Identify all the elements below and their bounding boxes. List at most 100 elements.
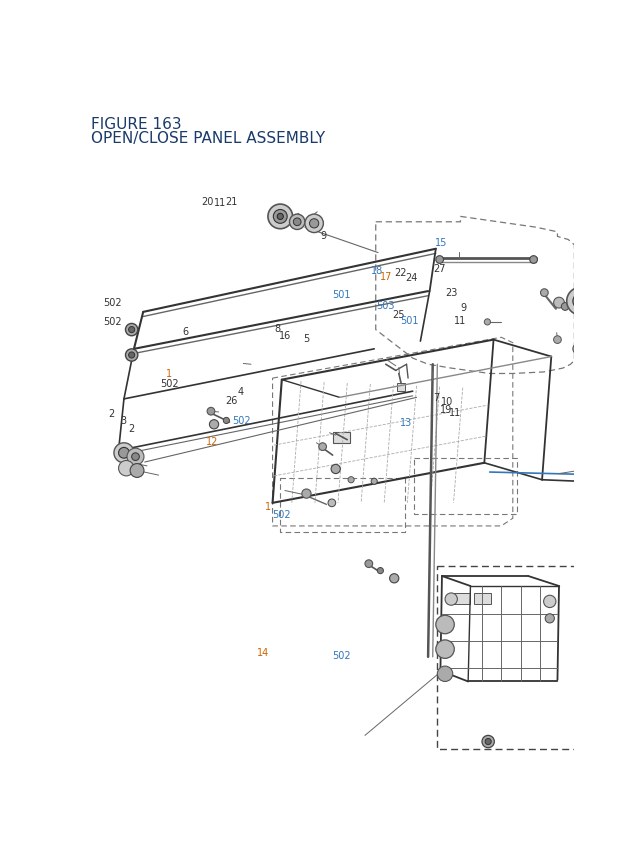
Text: 14: 14 bbox=[257, 647, 269, 657]
Text: 25: 25 bbox=[393, 309, 405, 319]
Circle shape bbox=[484, 319, 490, 325]
Circle shape bbox=[577, 299, 584, 305]
Bar bbox=[333, 432, 349, 443]
Circle shape bbox=[348, 477, 354, 483]
Bar bbox=[397, 384, 405, 392]
Text: 9: 9 bbox=[320, 231, 326, 241]
Text: 6: 6 bbox=[182, 327, 188, 337]
Circle shape bbox=[365, 561, 372, 568]
Circle shape bbox=[445, 593, 458, 605]
Text: 18: 18 bbox=[371, 265, 383, 276]
Text: 24: 24 bbox=[406, 273, 418, 282]
Circle shape bbox=[118, 461, 134, 476]
Text: 1: 1 bbox=[166, 369, 172, 379]
Circle shape bbox=[573, 294, 588, 309]
Circle shape bbox=[543, 596, 556, 608]
Circle shape bbox=[319, 443, 326, 451]
Text: OPEN/CLOSE PANEL ASSEMBLY: OPEN/CLOSE PANEL ASSEMBLY bbox=[91, 131, 325, 146]
Text: FIGURE 163: FIGURE 163 bbox=[91, 117, 182, 132]
Circle shape bbox=[630, 440, 638, 448]
Text: 8: 8 bbox=[275, 324, 281, 334]
Circle shape bbox=[305, 215, 323, 233]
Text: 502: 502 bbox=[160, 378, 179, 388]
Text: 2: 2 bbox=[128, 423, 134, 433]
Circle shape bbox=[592, 351, 598, 357]
Text: 5: 5 bbox=[303, 334, 309, 344]
Text: 501: 501 bbox=[333, 289, 351, 300]
Circle shape bbox=[541, 289, 548, 297]
Circle shape bbox=[207, 408, 215, 416]
Text: 4: 4 bbox=[237, 387, 243, 397]
Text: 19: 19 bbox=[440, 405, 452, 415]
Text: 17: 17 bbox=[380, 272, 392, 282]
Text: 1: 1 bbox=[265, 501, 271, 511]
Bar bbox=[474, 593, 492, 604]
Circle shape bbox=[277, 214, 284, 220]
Text: 502: 502 bbox=[103, 297, 122, 307]
Text: 9: 9 bbox=[460, 302, 467, 313]
Circle shape bbox=[436, 641, 454, 659]
Bar bbox=[452, 593, 470, 604]
Circle shape bbox=[331, 465, 340, 474]
Circle shape bbox=[530, 257, 538, 264]
Text: 11: 11 bbox=[449, 407, 461, 418]
Text: 502: 502 bbox=[333, 650, 351, 660]
Text: 502: 502 bbox=[272, 510, 291, 519]
Circle shape bbox=[371, 479, 378, 485]
Text: 20: 20 bbox=[201, 196, 214, 207]
Text: 501: 501 bbox=[400, 316, 419, 325]
Circle shape bbox=[293, 219, 301, 226]
Circle shape bbox=[130, 464, 144, 478]
Circle shape bbox=[268, 205, 292, 229]
Text: 16: 16 bbox=[278, 331, 291, 340]
Circle shape bbox=[436, 616, 454, 634]
Circle shape bbox=[378, 568, 383, 574]
Text: 2: 2 bbox=[108, 409, 115, 418]
Text: 12: 12 bbox=[206, 437, 218, 447]
Text: 22: 22 bbox=[395, 268, 407, 277]
Circle shape bbox=[118, 448, 129, 459]
Circle shape bbox=[627, 437, 640, 452]
Circle shape bbox=[554, 298, 564, 309]
Circle shape bbox=[482, 735, 494, 748]
Text: 502: 502 bbox=[103, 317, 122, 327]
Text: 26: 26 bbox=[226, 395, 238, 406]
Circle shape bbox=[129, 327, 135, 333]
Circle shape bbox=[436, 257, 444, 264]
Circle shape bbox=[114, 443, 134, 463]
Text: 10: 10 bbox=[441, 397, 453, 406]
Circle shape bbox=[302, 489, 311, 499]
Circle shape bbox=[310, 220, 319, 229]
Circle shape bbox=[125, 350, 138, 362]
Circle shape bbox=[554, 337, 561, 344]
Circle shape bbox=[129, 352, 135, 359]
Circle shape bbox=[598, 305, 610, 317]
Circle shape bbox=[328, 499, 336, 507]
Text: 23: 23 bbox=[445, 288, 458, 297]
Text: 15: 15 bbox=[435, 238, 447, 248]
Text: 11: 11 bbox=[214, 198, 227, 208]
Circle shape bbox=[599, 320, 608, 330]
Circle shape bbox=[209, 420, 219, 430]
Circle shape bbox=[561, 303, 569, 311]
Text: 503: 503 bbox=[376, 300, 395, 311]
Text: 11: 11 bbox=[454, 316, 466, 325]
Bar bbox=[594, 301, 618, 332]
Circle shape bbox=[273, 210, 287, 224]
Circle shape bbox=[125, 324, 138, 337]
Circle shape bbox=[637, 287, 640, 294]
Text: 27: 27 bbox=[433, 264, 445, 274]
Circle shape bbox=[289, 215, 305, 230]
Text: 502: 502 bbox=[232, 415, 251, 425]
Text: 21: 21 bbox=[226, 196, 238, 207]
Circle shape bbox=[437, 666, 452, 682]
Circle shape bbox=[127, 449, 144, 466]
Circle shape bbox=[223, 418, 230, 424]
Circle shape bbox=[566, 288, 595, 316]
Text: 7: 7 bbox=[433, 393, 440, 403]
Circle shape bbox=[485, 739, 492, 745]
Text: 13: 13 bbox=[400, 418, 412, 428]
Circle shape bbox=[132, 453, 140, 461]
Text: 3: 3 bbox=[120, 415, 127, 425]
Circle shape bbox=[545, 614, 554, 623]
